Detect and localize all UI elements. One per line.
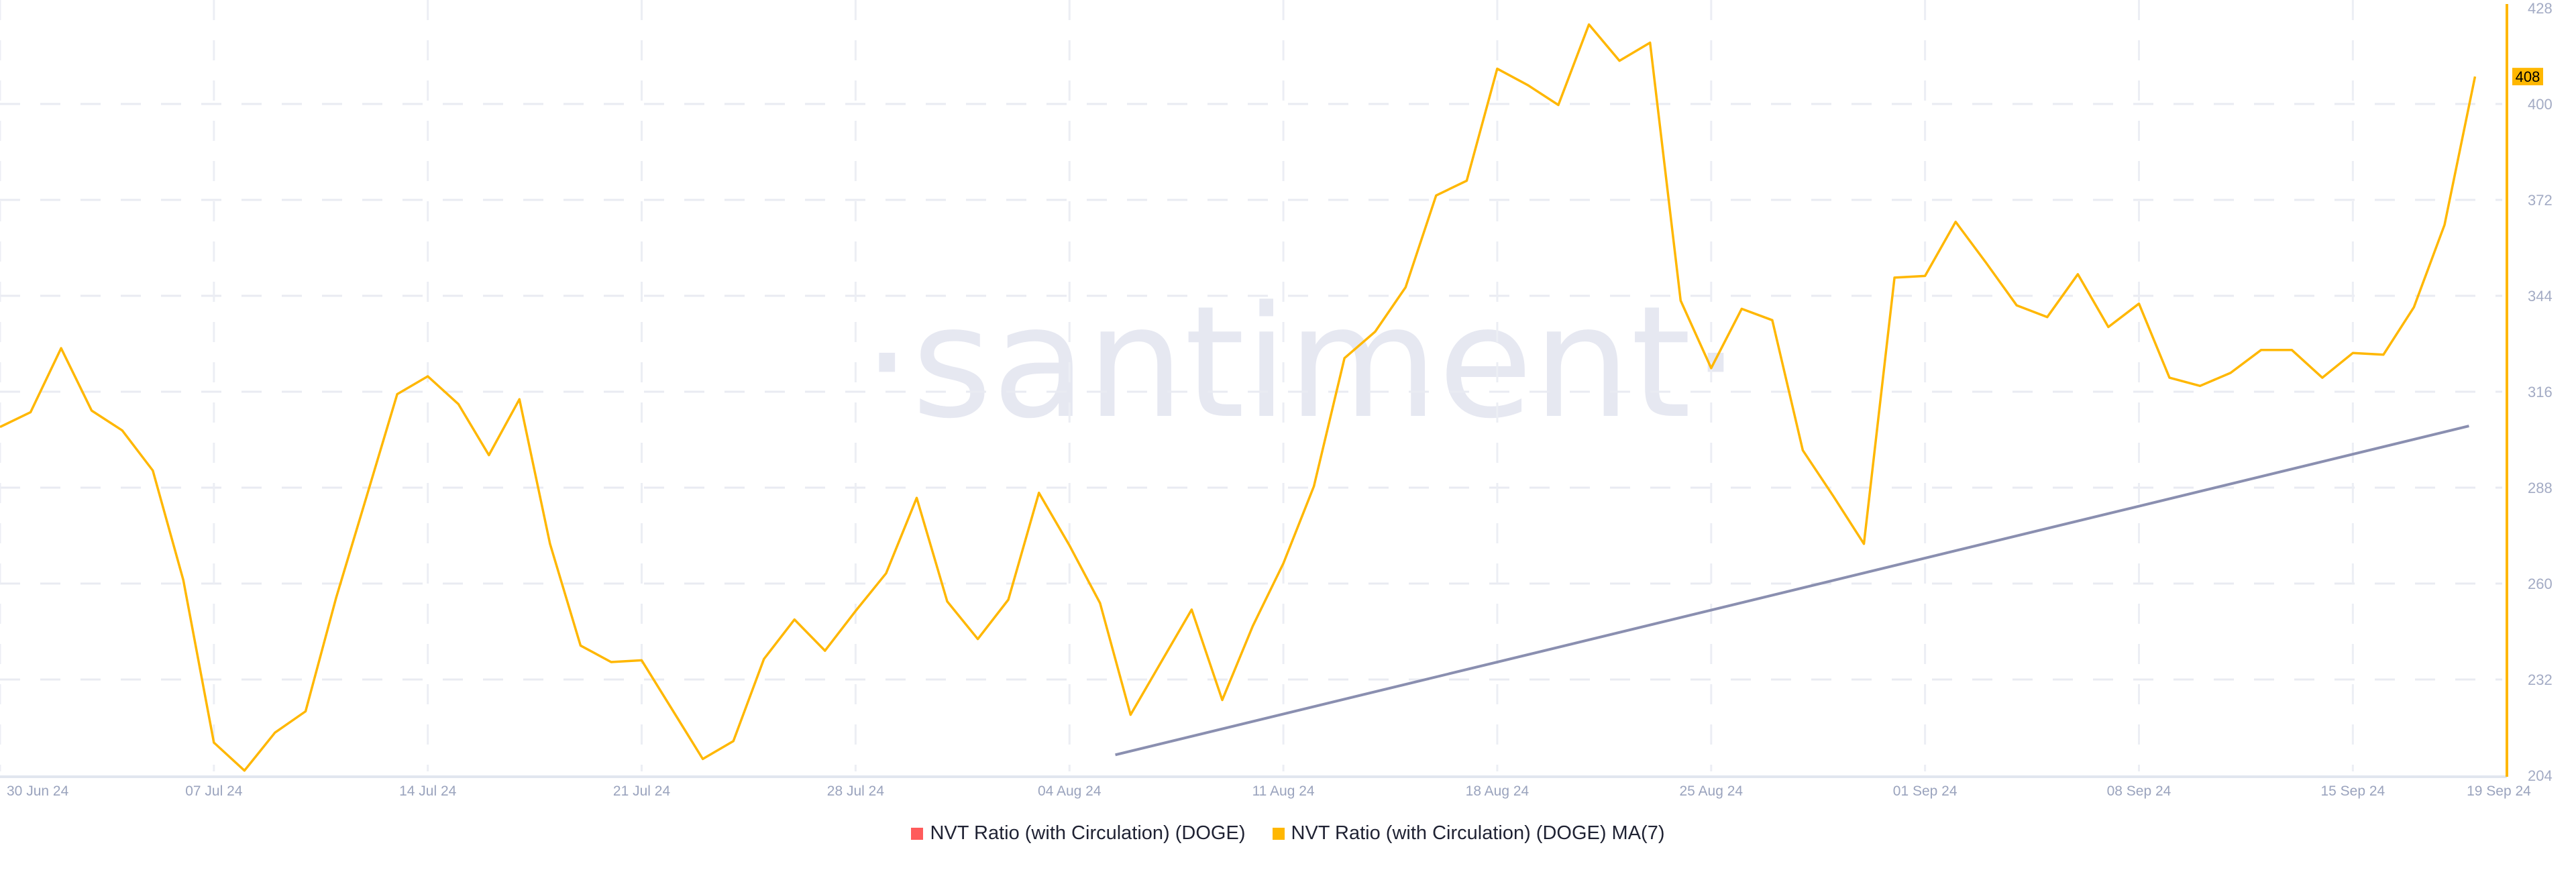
y-tick-label: 288 [2528,480,2553,496]
legend-swatch-nvt-ma7 [1272,827,1285,840]
legend-swatch-nvt [911,827,924,840]
y-tick-label: 260 [2528,576,2553,592]
santiment-watermark: ·santiment· [863,274,1740,453]
x-tick-label: 08 Sep 24 [2107,783,2171,799]
last-value-badge: 408 [2512,68,2543,86]
x-tick-label: 15 Sep 24 [2320,783,2385,799]
x-tick-label: 01 Sep 24 [1893,783,1957,799]
x-axis-ticks: 30 Jun 24 07 Jul 24 14 Jul 24 21 Jul 24 28 J… [7,783,2531,799]
x-tick-label: 21 Jul 24 [613,783,671,799]
x-tick-label: 18 Aug 24 [1466,783,1529,799]
y-tick-label: 204 [2528,767,2553,784]
x-tick-label: 28 Jul 24 [827,783,885,799]
y-tick-label: 428 [2528,0,2553,17]
last-value-label: 408 [2516,68,2540,85]
legend-label-nvt-ma7: NVT Ratio (with Circulation) (DOGE) MA(7… [1291,822,1665,844]
legend-item-nvt-ma7[interactable]: NVT Ratio (with Circulation) (DOGE) MA(7… [1272,822,1665,844]
grid [0,0,2502,771]
x-tick-label: 30 Jun 24 [7,783,69,799]
series-group [0,23,2477,772]
y-tick-label: 400 [2528,96,2553,113]
y-tick-label: 232 [2528,671,2553,688]
x-tick-label: 25 Aug 24 [1680,783,1743,799]
trendline [1115,425,2469,757]
series-line-nvt-ma7 [0,23,2477,772]
y-tick-label: 344 [2528,288,2553,305]
x-tick-label: 07 Jul 24 [185,783,243,799]
legend-item-nvt[interactable]: NVT Ratio (with Circulation) (DOGE) [911,822,1246,844]
x-tick-label: 19 Sep 24 [2467,783,2531,799]
legend-label-nvt: NVT Ratio (with Circulation) (DOGE) [930,822,1246,844]
y-tick-label: 316 [2528,384,2553,400]
y-axis-ticks: 428 400 372 344 316 288 260 232 204 [2528,0,2553,784]
y-tick-label: 372 [2528,192,2553,209]
legend: NVT Ratio (with Circulation) (DOGE) NVT … [0,822,2576,844]
x-tick-label: 14 Jul 24 [399,783,457,799]
x-tick-label: 04 Aug 24 [1038,783,1102,799]
x-tick-label: 11 Aug 24 [1252,783,1315,799]
